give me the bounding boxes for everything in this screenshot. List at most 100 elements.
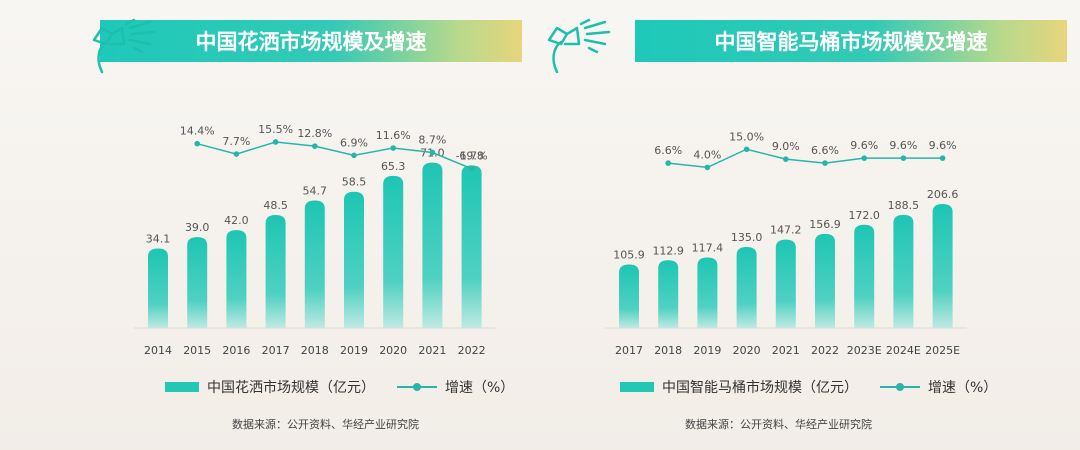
left-chart-panel: 中国花洒市场规模及增速 34.1 2014 39.0 2015 42.0 2016 48.5…: [100, 20, 522, 431]
x-tick-label: 2018: [301, 344, 329, 357]
data-source-note: 数据来源：公开资料、华经产业研究院: [232, 418, 419, 431]
data-source-note: 数据来源：公开资料、华经产业研究院: [685, 418, 872, 431]
x-tick-label: 2021: [418, 344, 446, 357]
bar: [854, 224, 875, 328]
growth-rate-point: [743, 146, 750, 153]
bar-value-label: 54.7: [303, 185, 328, 198]
x-tick-label: 2020: [733, 344, 761, 357]
growth-rate-label: 4.0%: [693, 148, 721, 161]
bar-value-label: 105.9: [613, 248, 645, 261]
bar-value-label: 39.0: [185, 221, 210, 234]
chart-legend: 中国智能马桶市场规模（亿元） 增速（%）: [620, 376, 997, 398]
bar-value-label: 69.8: [459, 149, 484, 162]
bar-value-label: 48.5: [263, 199, 288, 212]
bar: [775, 239, 796, 328]
bar-value-label: 135.0: [731, 231, 763, 244]
growth-rate-line: [668, 148, 943, 169]
bar: [304, 200, 325, 328]
bar: [422, 162, 443, 328]
bar: [226, 230, 247, 328]
growth-rate-line: [197, 141, 472, 170]
line-legend-swatch: [880, 382, 920, 392]
line-legend-label: 增速（%）: [445, 380, 515, 396]
chart-title: 中国花洒市场规模及增速: [195, 30, 427, 54]
bar: [736, 247, 757, 328]
growth-rate-point: [783, 156, 789, 162]
x-tick-label: 2025E: [925, 344, 960, 357]
growth-rate-point: [900, 155, 907, 161]
shower-head-icon: [547, 18, 611, 74]
chart-title-banner: 中国花洒市场规模及增速: [100, 20, 522, 62]
growth-rate-label: 6.6%: [811, 144, 839, 157]
growth-rate-point: [468, 165, 475, 172]
bar: [619, 264, 639, 328]
x-tick-label: 2023E: [847, 344, 882, 357]
smart-toilet-market-chart: 105.9 2017 112.9 2018 117.4 2019 135.0 2020 147.…: [605, 130, 967, 357]
x-tick-label: 2020: [379, 344, 407, 357]
x-tick-label: 2014: [144, 344, 172, 357]
growth-rate-point: [351, 152, 357, 159]
growth-rate-label: 14.4%: [180, 125, 215, 138]
x-tick-label: 2021: [772, 344, 800, 357]
chart-title: 中国智能马桶市场规模及增速: [714, 30, 988, 54]
growth-rate-point: [704, 164, 711, 171]
growth-rate-point: [233, 151, 240, 157]
growth-rate-label: 9.6%: [889, 139, 917, 152]
bar: [344, 191, 364, 328]
bar-value-label: 34.1: [146, 233, 171, 246]
bar-legend-label: 中国智能马桶市场规模（亿元）: [662, 380, 858, 396]
x-tick-label: 2015: [183, 344, 211, 357]
growth-rate-point: [194, 140, 200, 147]
growth-rate-point: [822, 160, 828, 166]
chart-title-banner: 中国智能马桶市场规模及增速: [635, 20, 1067, 62]
growth-rate-label: 9.6%: [850, 139, 878, 152]
growth-rate-point: [939, 155, 946, 161]
x-tick-label: 2022: [811, 344, 839, 357]
bar: [893, 214, 914, 328]
x-tick-label: 2019: [340, 344, 368, 357]
x-tick-label: 2022: [458, 344, 486, 357]
growth-rate-point: [861, 155, 867, 161]
growth-rate-label: 9.0%: [772, 140, 800, 153]
bar: [148, 248, 168, 328]
line-legend-swatch: [397, 382, 437, 392]
growth-rate-label: 15.5%: [258, 123, 293, 136]
line-legend-label: 增速（%）: [928, 380, 998, 396]
x-tick-label: 2016: [222, 344, 250, 357]
growth-rate-label: 7.7%: [222, 135, 250, 148]
bar-value-label: 117.4: [692, 242, 724, 255]
growth-rate-label: 9.6%: [929, 139, 957, 152]
bar: [815, 233, 835, 328]
shower-head-icon: [92, 18, 156, 74]
growth-rate-point: [665, 160, 671, 166]
bar-value-label: 65.3: [381, 160, 406, 173]
growth-rate-label: 11.6%: [376, 129, 411, 142]
bar-value-label: 112.9: [652, 244, 684, 257]
bar-value-label: 156.9: [809, 218, 841, 231]
growth-rate-label: 6.9%: [340, 136, 368, 149]
growth-rate-label: 8.7%: [418, 134, 446, 147]
growth-rate-label: 15.0%: [729, 130, 764, 143]
bar-value-label: 206.6: [927, 188, 959, 201]
growth-rate-point: [429, 149, 436, 156]
chart-legend: 中国花洒市场规模（亿元） 增速（%）: [165, 376, 514, 398]
bar: [658, 260, 679, 328]
bar: [265, 214, 286, 328]
bar-value-label: 58.5: [342, 176, 367, 189]
x-tick-label: 2019: [693, 344, 721, 357]
x-tick-label: 2017: [615, 344, 643, 357]
growth-rate-point: [390, 145, 397, 151]
bar-value-label: 42.0: [224, 214, 249, 227]
bar: [383, 175, 404, 328]
bar-legend-swatch: [620, 382, 654, 392]
bar-legend-swatch: [165, 382, 199, 392]
shower-market-chart: 34.1 2014 39.0 2015 42.0 2016 48.5 2017 54.7 2018…: [134, 123, 496, 357]
bar: [697, 257, 718, 328]
bar: [932, 204, 953, 328]
growth-rate-point: [312, 143, 318, 149]
bar: [461, 165, 482, 328]
x-tick-label: 2018: [654, 344, 682, 357]
growth-rate-label: 6.6%: [654, 144, 682, 157]
bar-value-label: 147.2: [770, 224, 802, 237]
x-tick-label: 2024E: [886, 344, 921, 357]
